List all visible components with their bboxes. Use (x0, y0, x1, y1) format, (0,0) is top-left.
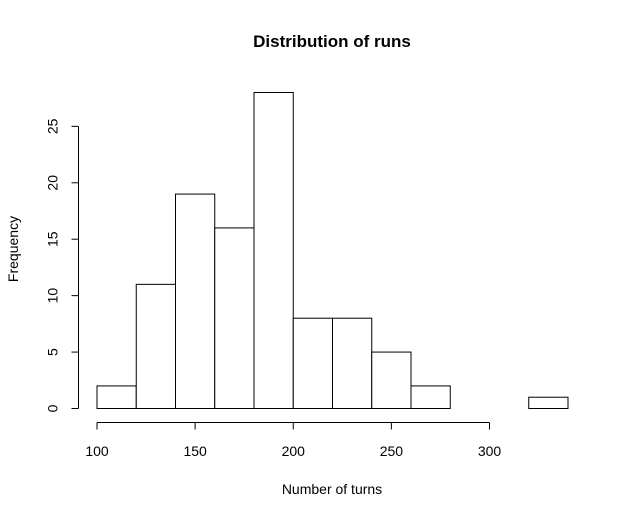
y-tick-label: 20 (45, 175, 61, 191)
histogram-bar (96, 385, 137, 409)
histogram-bar (410, 385, 451, 409)
y-tick-label: 15 (45, 231, 61, 247)
histogram-bar (253, 91, 294, 410)
y-axis-title: Frequency (5, 216, 21, 282)
histogram-bar (332, 317, 373, 409)
y-tick-label: 25 (45, 118, 61, 134)
histogram-bars (96, 91, 569, 410)
y-tick-label: 5 (45, 348, 61, 356)
histogram-bar (528, 396, 569, 409)
x-tick-label: 100 (85, 443, 109, 459)
x-tick-label: 250 (380, 443, 404, 459)
histogram-bar (292, 317, 333, 409)
chart-title: Distribution of runs (253, 32, 411, 51)
y-tick-label: 10 (45, 288, 61, 304)
x-tick-label: 150 (183, 443, 207, 459)
histogram-bar (371, 351, 412, 410)
histogram-bar (175, 193, 216, 409)
x-axis-title: Number of turns (282, 481, 382, 497)
y-axis: 0 5 10 15 20 25 (45, 118, 79, 412)
histogram-bar (135, 283, 176, 410)
y-tick-label: 0 (45, 404, 61, 412)
histogram-bar (214, 227, 255, 409)
x-axis: 100 150 200 250 300 (85, 422, 502, 459)
x-tick-label: 300 (478, 443, 502, 459)
x-tick-label: 200 (282, 443, 306, 459)
